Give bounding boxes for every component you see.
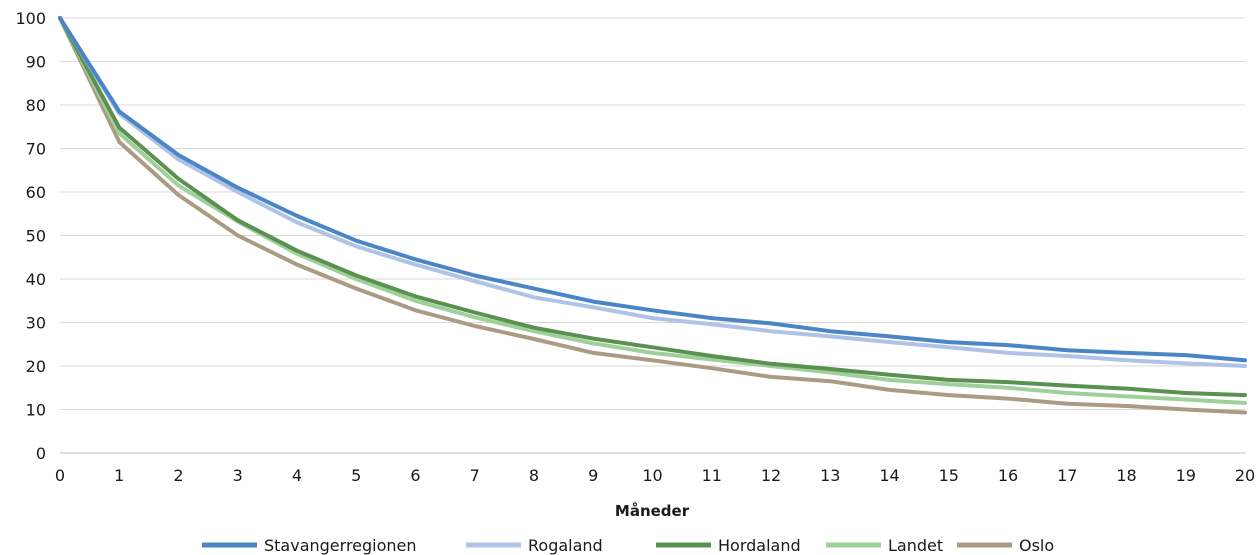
x-tick-label: 1: [114, 466, 124, 485]
x-tick-label: 6: [410, 466, 420, 485]
y-tick-label: 10: [26, 401, 46, 420]
legend-label: Hordaland: [718, 536, 801, 555]
y-tick-label: 80: [26, 96, 46, 115]
x-tick-label: 19: [1176, 466, 1196, 485]
legend-label: Oslo: [1019, 536, 1054, 555]
y-tick-label: 90: [26, 53, 46, 72]
x-tick-label: 7: [470, 466, 480, 485]
series-line-rogaland: [58, 16, 1247, 368]
x-tick-label: 15: [939, 466, 959, 485]
x-tick-label: 9: [588, 466, 598, 485]
x-tick-label: 3: [233, 466, 243, 485]
x-tick-label: 4: [292, 466, 302, 485]
x-tick-label: 16: [998, 466, 1018, 485]
y-tick-label: 100: [15, 9, 46, 28]
x-tick-label: 18: [1116, 466, 1136, 485]
y-tick-label: 40: [26, 270, 46, 289]
x-tick-label: 12: [761, 466, 781, 485]
y-tick-label: 20: [26, 357, 46, 376]
series-line-landet: [58, 16, 1247, 405]
x-tick-label: 20: [1235, 466, 1255, 485]
series-lines: [58, 16, 1247, 415]
legend-item: Hordaland: [656, 536, 801, 555]
legend-label: Rogaland: [528, 536, 603, 555]
x-tick-label: 5: [351, 466, 361, 485]
legend-item: Stavangerregionen: [202, 536, 417, 555]
y-tick-label: 60: [26, 183, 46, 202]
series-line-stavangerregionen: [58, 16, 1247, 363]
x-axis-tick-labels: 0 1 2 3 4 5 6 7 8 9 10 11 12 13 14 15 16 17 18 19 20: [55, 466, 1255, 485]
legend-label: Stavangerregionen: [264, 536, 417, 555]
legend-label: Landet: [888, 536, 943, 555]
x-tick-label: 0: [55, 466, 65, 485]
series-line-hordaland: [58, 16, 1247, 398]
x-tick-label: 17: [1057, 466, 1077, 485]
y-tick-label: 0: [36, 444, 46, 463]
x-tick-label: 11: [702, 466, 722, 485]
x-tick-label: 2: [173, 466, 183, 485]
x-tick-label: 10: [642, 466, 662, 485]
x-tick-label: 8: [529, 466, 539, 485]
x-axis-title: Måneder: [615, 502, 690, 520]
legend-item: Oslo: [957, 536, 1054, 555]
y-tick-label: 70: [26, 140, 46, 159]
legend-item: Rogaland: [466, 536, 603, 555]
gridlines: [60, 17, 1245, 410]
series-line-oslo: [58, 16, 1247, 415]
y-axis-tick-labels: 0 10 20 30 40 50 60 70 80 90 100: [15, 9, 46, 463]
y-tick-label: 50: [26, 227, 46, 246]
legend: Stavangerregionen Rogaland Hordaland Landet…: [202, 536, 1054, 555]
y-tick-label: 30: [26, 314, 46, 333]
x-tick-label: 14: [879, 466, 899, 485]
x-tick-label: 13: [820, 466, 840, 485]
legend-item: Landet: [826, 536, 943, 555]
